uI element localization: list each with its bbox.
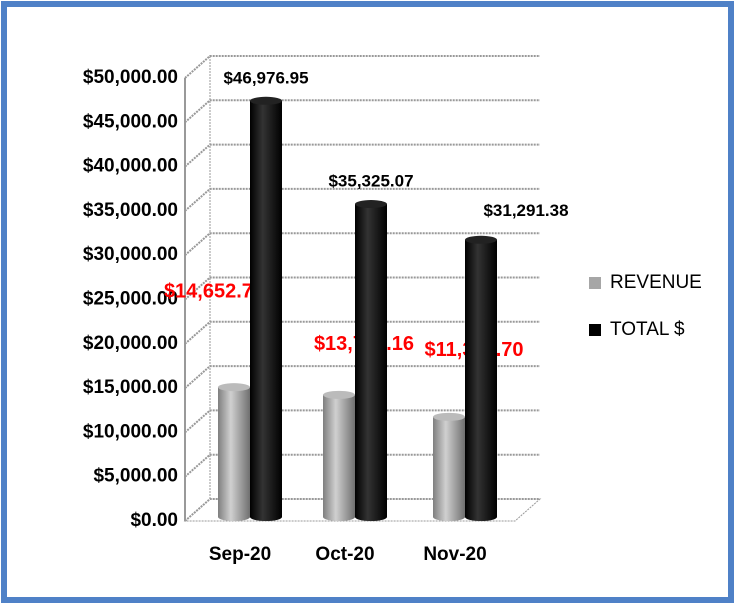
bar-top	[433, 412, 465, 421]
grid-line	[184, 99, 540, 124]
grid-line	[184, 276, 540, 301]
bar-top	[355, 200, 387, 209]
grid-line	[184, 453, 540, 478]
bar-top	[323, 390, 355, 399]
x-tick-label: Nov-20	[423, 544, 486, 565]
legend-label: TOTAL $	[610, 319, 685, 340]
y-tick-label: $45,000.00	[83, 111, 178, 132]
value-label: $14,652.72	[164, 280, 264, 302]
legend-swatch	[589, 277, 601, 289]
y-tick-label: $35,000.00	[83, 200, 178, 221]
value-label: $46,976.95	[223, 68, 308, 87]
grid-line	[184, 143, 540, 168]
bar-top	[465, 235, 497, 244]
grid-line	[184, 187, 540, 212]
bar-top	[218, 383, 250, 392]
y-tick-label: $10,000.00	[83, 421, 178, 442]
legend-swatch	[589, 324, 601, 336]
bar	[433, 416, 465, 517]
bar	[323, 394, 355, 517]
x-tick-label: Sep-20	[209, 544, 271, 565]
grid-line	[184, 55, 540, 79]
bar	[465, 239, 497, 518]
bar	[218, 387, 250, 517]
bar-top	[250, 96, 282, 105]
y-tick-label: $30,000.00	[83, 244, 178, 265]
x-tick-label: Oct-20	[315, 544, 374, 565]
y-tick-label: $40,000.00	[83, 156, 178, 177]
grid-line	[184, 232, 540, 256]
grid-line	[184, 365, 540, 389]
grid-line	[184, 320, 540, 345]
bar	[355, 204, 387, 517]
y-tick-label: $0.00	[130, 510, 178, 531]
value-label: $35,325.07	[328, 172, 413, 191]
y-tick-label: $15,000.00	[83, 377, 178, 398]
grid-line	[184, 498, 540, 522]
y-tick-label: $20,000.00	[83, 333, 178, 354]
y-tick-label: $25,000.00	[83, 289, 178, 310]
y-tick-label: $50,000.00	[83, 67, 178, 88]
bar	[250, 100, 282, 517]
grid-line	[184, 409, 540, 434]
y-tick-label: $5,000.00	[93, 466, 178, 487]
legend-label: REVENUE	[610, 272, 702, 293]
value-label: $31,291.38	[483, 201, 568, 220]
